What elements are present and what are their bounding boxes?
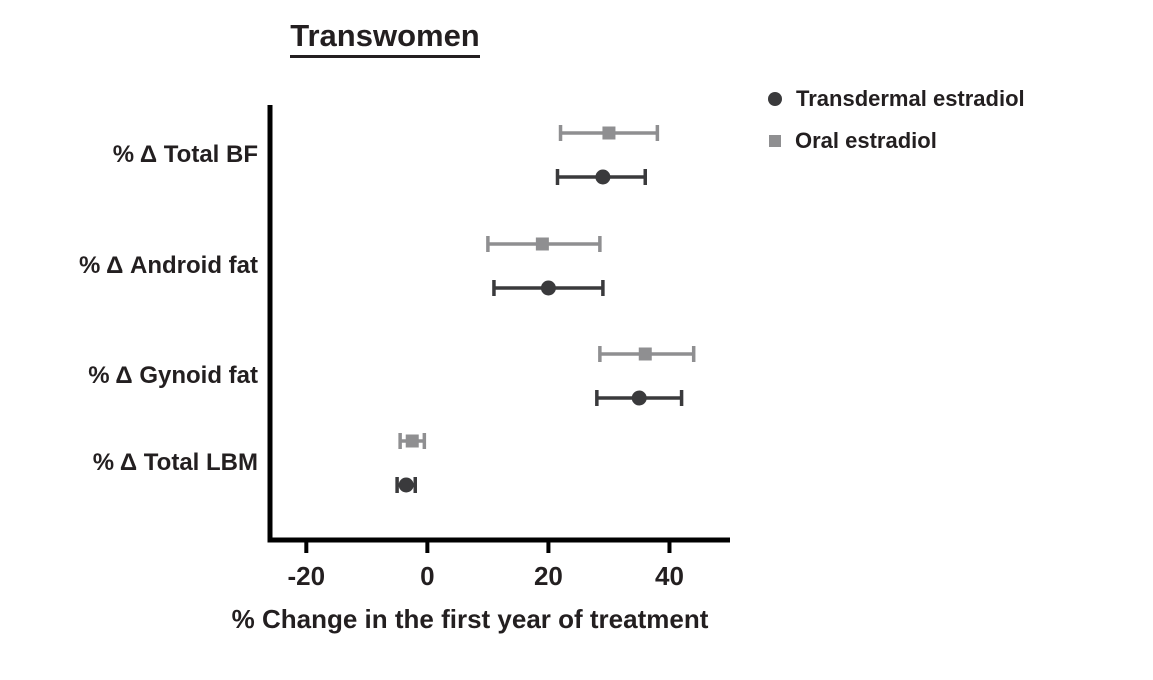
category-label-gynoid-fat: % Δ Gynoid fat bbox=[88, 362, 258, 389]
chart-title-text: Transwomen bbox=[290, 18, 480, 58]
chart-title: Transwomen bbox=[250, 18, 520, 58]
legend: Transdermal estradiol Oral estradiol bbox=[768, 86, 1025, 170]
legend-label-oral: Oral estradiol bbox=[795, 128, 937, 153]
data-point-circle bbox=[540, 280, 556, 296]
category-label-total-lbm: % Δ Total LBM bbox=[92, 449, 258, 476]
legend-label-transdermal: Transdermal estradiol bbox=[796, 86, 1025, 111]
data-point-square bbox=[638, 347, 652, 361]
x-tick-label: 0 bbox=[420, 561, 434, 591]
circle-marker-icon bbox=[768, 92, 782, 106]
category-label-total-bf: % Δ Total BF bbox=[112, 141, 258, 168]
square-marker-icon bbox=[769, 135, 781, 147]
data-point-square bbox=[602, 126, 616, 140]
data-point-square bbox=[405, 434, 419, 448]
x-axis-label: % Change in the first year of treatment bbox=[231, 604, 709, 634]
data-point-square bbox=[535, 237, 549, 251]
x-tick-label: 40 bbox=[655, 561, 684, 591]
legend-item-oral: Oral estradiol bbox=[768, 128, 1025, 154]
x-tick-label: 20 bbox=[534, 561, 563, 591]
data-point-circle bbox=[398, 477, 414, 493]
x-tick-label: -20 bbox=[288, 561, 326, 591]
legend-item-transdermal: Transdermal estradiol bbox=[768, 86, 1025, 112]
data-point-circle bbox=[595, 169, 611, 185]
category-label-android-fat: % Δ Android fat bbox=[78, 252, 258, 279]
data-point-circle bbox=[631, 390, 647, 406]
